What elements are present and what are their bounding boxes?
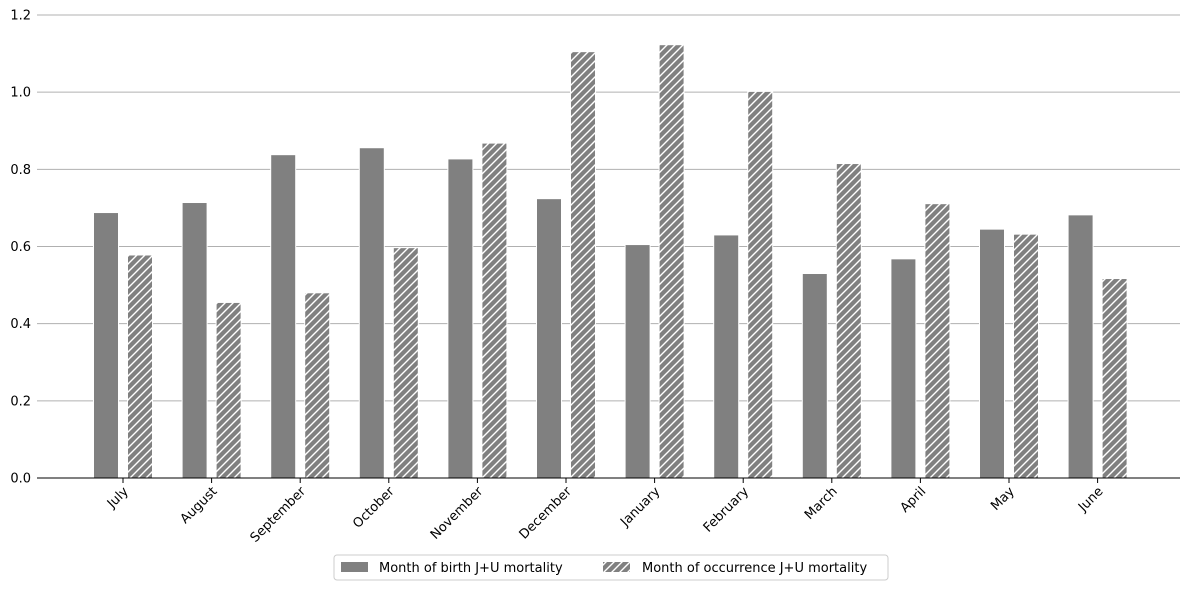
- bar-month-of-birth: [713, 234, 740, 479]
- bar-month-of-occurrence: [924, 203, 951, 479]
- bar-month-of-occurrence: [304, 292, 331, 479]
- x-tick-label: July: [104, 484, 132, 512]
- bar-month-of-occurrence: [127, 254, 153, 479]
- legend: Month of birth J+U mortality Month of occ…: [333, 554, 889, 581]
- y-tick-label: 0.4: [10, 317, 31, 332]
- bar-month-of-occurrence: [747, 90, 774, 479]
- legend-swatch-birth: [341, 562, 368, 572]
- x-tick-label: November: [428, 484, 487, 543]
- x-tick-label: October: [350, 484, 398, 532]
- bar-month-of-birth: [358, 147, 385, 479]
- bar-month-of-occurrence: [835, 163, 862, 479]
- x-tick-label: April: [898, 484, 930, 516]
- grid-lines: [37, 14, 1180, 402]
- legend-label: Month of birth J+U mortality: [379, 561, 563, 576]
- legend-swatch-occurrence: [603, 562, 630, 572]
- bar-month-of-birth: [270, 154, 297, 479]
- x-tick-label: September: [248, 484, 310, 546]
- bar-month-of-birth: [1067, 214, 1094, 479]
- bar-month-of-occurrence: [658, 44, 685, 479]
- bar-month-of-birth: [624, 244, 651, 479]
- x-tick-label: June: [1075, 484, 1106, 515]
- x-tick-label: August: [178, 484, 221, 527]
- y-tick-label: 0.6: [10, 240, 31, 255]
- x-tick-label: March: [802, 484, 841, 523]
- bar-month-of-occurrence: [1013, 233, 1039, 479]
- bars: [93, 44, 1128, 479]
- bar-month-of-occurrence: [481, 142, 508, 479]
- y-tick-label: 0.0: [10, 472, 31, 487]
- bar-month-of-birth: [536, 198, 562, 479]
- y-tick-label: 0.2: [10, 394, 31, 409]
- x-tick-label: January: [617, 484, 663, 530]
- bar-month-of-birth: [801, 273, 828, 479]
- x-tick-label: February: [701, 484, 753, 536]
- bar-month-of-occurrence: [1101, 278, 1128, 479]
- x-tick-label: May: [988, 484, 1018, 514]
- x-tick-label: December: [517, 484, 576, 543]
- y-tick-label: 1.0: [10, 86, 31, 101]
- bar-month-of-birth: [890, 258, 917, 479]
- legend-label: Month of occurrence J+U mortality: [642, 561, 867, 576]
- bar-month-of-occurrence: [570, 51, 596, 479]
- bar-month-of-occurrence: [392, 247, 419, 479]
- y-tick-label: 0.8: [10, 163, 31, 178]
- bar-month-of-birth: [447, 158, 474, 479]
- bar-month-of-occurrence: [215, 301, 242, 479]
- bar-month-of-birth: [979, 228, 1005, 479]
- bar-month-of-birth: [181, 202, 208, 479]
- bar-month-of-birth: [93, 212, 119, 479]
- y-tick-label: 1.2: [10, 9, 31, 24]
